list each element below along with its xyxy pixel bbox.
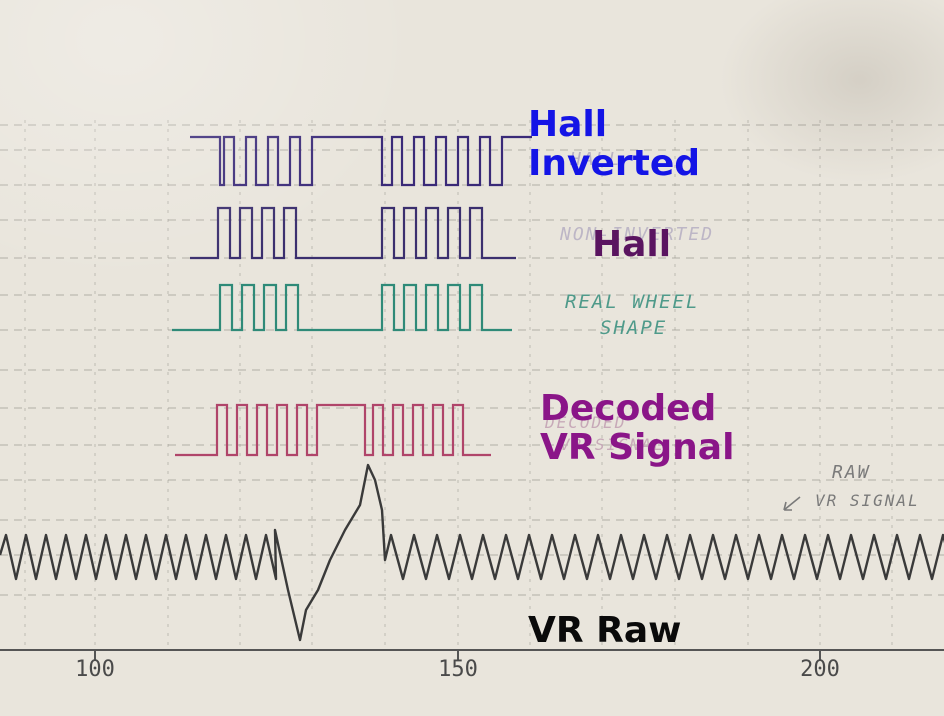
hall-inverted-label: Hall Inverted [528,104,701,184]
handnote-shape: SHAPE [600,317,667,339]
decoded-trace [175,403,491,457]
handnote-raw: RAW [832,462,871,483]
x-tick-label: 100 [75,657,115,682]
handnote-real-wheel: REAL WHEEL [565,291,699,313]
handnote-hall: HALL [569,149,621,170]
vr-raw-label: VR Raw [528,610,682,651]
handnote-raw-vr-signal: VR SIGNAL [815,491,920,510]
decoded-label-line1: Decoded [540,388,717,429]
handnote-decoded: DECODED [544,413,626,432]
hall-trace [190,206,516,260]
hall-inverted-label-line2: Inverted [528,142,701,184]
x-axis-labels: 100 150 200 [75,657,840,682]
hall-inverted-label-line1: Hall [528,104,608,145]
handnote-arrow [783,496,801,511]
decoded-label-line2: VR Signal [540,426,735,468]
hall-label: Hall [592,224,672,265]
vr-raw-trace [0,463,944,642]
x-tick-label: 200 [800,657,840,682]
real-wheel-trace [172,283,512,332]
signal-traces [0,135,944,642]
hall-inverted-trace [190,135,532,187]
handnote-vr-signal: VR SIGNAL [560,435,665,454]
handwritten-notes: HALL NON-INVERTED REAL WHEEL SHAPE DECOD… [544,149,920,511]
handnote-non-inverted: NON-INVERTED [559,224,714,245]
decoded-vr-signal-label: Decoded VR Signal [540,388,735,468]
x-tick-label: 150 [438,657,478,682]
